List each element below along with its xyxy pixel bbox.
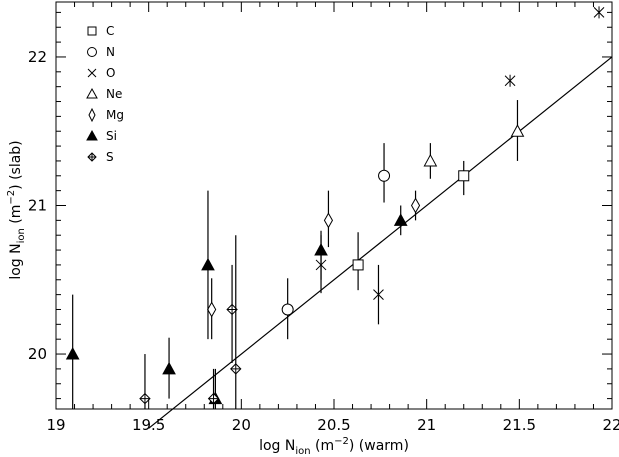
data-point (373, 289, 384, 300)
series-c (352, 160, 470, 291)
data-point (352, 259, 364, 271)
y-tick-label: 22 (28, 48, 47, 66)
legend-marker (87, 152, 97, 162)
series-mg (207, 190, 421, 340)
axis-ticks: 19 19.5 20 20.5 21 21.5 22 20 21 22 (28, 2, 619, 434)
legend-marker (87, 68, 97, 78)
one-to-one-line (148, 56, 613, 429)
x-tick-label: 19 (46, 416, 65, 434)
data-point (510, 124, 525, 137)
legend-marker (86, 129, 98, 141)
legend-item-s: S (87, 150, 114, 164)
y-axis-label-unit-pre: (m (8, 205, 24, 229)
data-point (201, 257, 215, 271)
legend-item-si: Si (86, 129, 117, 143)
data-point (410, 197, 421, 214)
legend-label: Ne (106, 87, 122, 101)
data-point (423, 153, 438, 167)
data-point (65, 346, 80, 360)
x-axis-label-main: log N (259, 438, 295, 454)
legend-label: O (106, 66, 115, 80)
y-axis-label-unit-sup: −2 (6, 190, 17, 205)
x-tick-label: 21.5 (503, 416, 536, 434)
x-tick-label: 19.5 (132, 416, 165, 434)
legend-marker (88, 107, 96, 123)
legend-marker (86, 87, 98, 99)
x-axis-label-sub: ion (295, 446, 310, 457)
legend-item-mg: Mg (88, 107, 124, 123)
data-point (281, 303, 294, 316)
data-point (207, 301, 217, 318)
series-si (65, 190, 408, 409)
legend-marker (87, 47, 97, 57)
data-point (323, 212, 334, 229)
legend-label: S (106, 150, 114, 164)
x-tick-label: 21 (417, 416, 436, 434)
series-ne (423, 100, 525, 179)
data-point (458, 170, 470, 182)
data-point (378, 169, 391, 182)
x-tick-label: 20.5 (317, 416, 350, 434)
data-point (230, 363, 242, 375)
legend-label: N (106, 45, 115, 59)
legend-marker (87, 26, 97, 36)
data-point (393, 213, 408, 226)
x-axis-label-unit-pre: (m (311, 438, 335, 454)
series-n (281, 143, 391, 340)
y-axis-label-sub: ion (16, 228, 27, 243)
data-point (593, 6, 605, 19)
legend-item-ne: Ne (86, 87, 122, 101)
fit-line-group (148, 56, 613, 429)
x-axis-label-unit-sup: −2 (334, 436, 349, 447)
data-point (162, 361, 176, 375)
data-point (504, 74, 516, 87)
legend-label: Mg (106, 108, 124, 122)
y-axis-label-unit-post: ) (slab) (8, 140, 24, 190)
y-axis-label: log Nion (m−2) (slab) (6, 140, 27, 279)
data-point (314, 243, 328, 256)
legend-item-c: C (87, 24, 114, 38)
x-axis-label-unit-post: ) (warm) (349, 438, 409, 454)
x-axis-label: log Nion (m−2) (warm) (259, 436, 409, 457)
legend-item-n: N (87, 45, 115, 59)
legend-label: C (106, 24, 114, 38)
series-extra (504, 6, 605, 87)
data-point (207, 392, 220, 405)
legend-item-o: O (87, 66, 115, 80)
x-tick-label: 20 (232, 416, 251, 434)
data-points (65, 6, 605, 409)
series-s (139, 235, 242, 409)
y-axis-label-main: log N (8, 243, 24, 279)
legend: CNO Ne Mg Si S (86, 24, 124, 164)
x-tick-label: 22 (602, 416, 619, 434)
plot-frame (55, 1, 613, 410)
data-point (139, 392, 151, 405)
legend-label: Si (106, 129, 117, 143)
y-tick-label: 20 (28, 345, 47, 363)
y-tick-label: 21 (28, 197, 47, 215)
